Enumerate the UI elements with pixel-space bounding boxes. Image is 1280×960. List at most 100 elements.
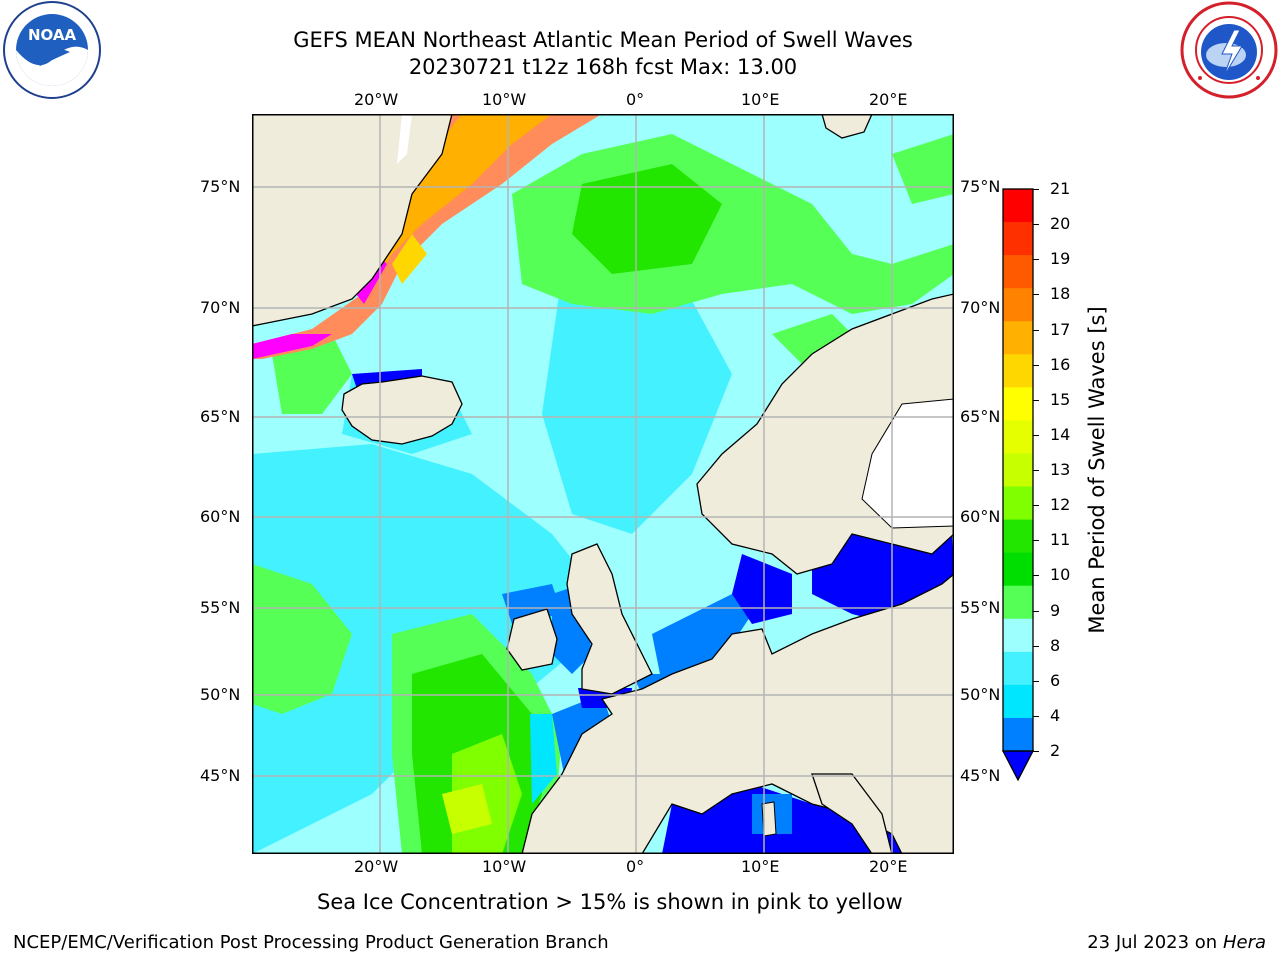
colorbar-swatch (1003, 453, 1033, 488)
colorbar-tick-label: 9 (1050, 600, 1061, 620)
colorbar-tick-label: 15 (1050, 389, 1071, 409)
swell-band-4-6 (530, 714, 557, 804)
colorbar-swatch (1003, 651, 1033, 686)
lon-tick-top: 20°E (869, 90, 908, 109)
footer-date: 23 Jul 2023 on Hera (1087, 932, 1266, 953)
colorbar-tick-label: 20 (1050, 214, 1071, 234)
land-svalbard (821, 114, 873, 139)
colorbar-tick-label: 18 (1050, 284, 1071, 304)
colorbar-swatch (1003, 684, 1033, 719)
colorbar-tick-label: 12 (1050, 495, 1071, 515)
colorbar-swatch (1003, 618, 1033, 653)
swell-band-2-4 (652, 594, 752, 684)
lon-tick-top: 0° (626, 90, 645, 109)
sea-ice-zone (392, 234, 427, 284)
lon-tick-bottom: 20°E (869, 857, 908, 876)
lat-tick-right: 55°N (960, 598, 1001, 617)
nws-logo-icon (1180, 1, 1278, 99)
swell-period-map (252, 114, 954, 854)
lat-tick-right: 50°N (960, 685, 1001, 704)
footer-date-text: 23 Jul 2023 on (1087, 932, 1223, 953)
swell-band-12-13 (442, 784, 492, 834)
colorbar-tick-mark (1033, 294, 1039, 296)
colorbar-swatch (1003, 354, 1033, 388)
lat-tick-right: 65°N (960, 407, 1001, 426)
sea-ice-note: Sea Ice Concentration > 15% is shown in … (317, 890, 903, 914)
footer-credit: NCEP/EMC/Verification Post Processing Pr… (13, 932, 609, 953)
colorbar-tick-mark (1033, 715, 1039, 717)
colorbar-tick-label: 13 (1050, 460, 1071, 479)
lon-tick-bottom: 10°W (482, 857, 527, 876)
sea-ice-zone (252, 114, 602, 359)
land-iceland (341, 375, 463, 445)
noaa-logo-text: NOAA (28, 26, 77, 44)
colorbar-tick-mark (1033, 364, 1039, 366)
colorbar-tick-mark (1033, 680, 1039, 682)
lat-tick-left: 45°N (200, 766, 241, 785)
colorbar (1001, 188, 1035, 782)
lat-tick-right: 45°N (960, 766, 1001, 785)
lon-tick-top: 10°E (741, 90, 780, 109)
colorbar-tick-label: 6 (1050, 670, 1061, 690)
land-great-britain (566, 543, 653, 695)
lat-tick-left: 50°N (200, 685, 241, 704)
land-italy (811, 773, 893, 854)
colorbar-tick-label: 16 (1050, 354, 1071, 374)
colorbar-extend-arrow (1001, 750, 1035, 782)
colorbar-tick-label: 14 (1050, 424, 1071, 444)
colorbar-tick-mark (1033, 645, 1039, 647)
colorbar-swatch (1003, 420, 1033, 454)
lon-tick-bottom: 0° (626, 857, 645, 876)
lon-tick-top: 10°W (482, 90, 527, 109)
ice-sheet (397, 114, 412, 164)
swell-band-below-2 (732, 554, 792, 624)
sea-ice-zone (252, 334, 332, 359)
colorbar-tick-label: 17 (1050, 319, 1071, 339)
colorbar-swatch (1003, 255, 1033, 289)
colorbar-tick-mark (1033, 259, 1039, 261)
colorbar-tick-mark (1033, 540, 1039, 542)
colorbar-swatch (1003, 519, 1033, 554)
colorbar-tick-mark (1033, 189, 1039, 190)
lat-tick-left: 75°N (200, 177, 241, 196)
lat-tick-left: 70°N (200, 298, 241, 317)
lat-tick-left: 65°N (200, 407, 241, 426)
colorbar-tick-mark (1033, 224, 1039, 226)
colorbar-swatch (1003, 585, 1033, 620)
colorbar-swatch (1003, 288, 1033, 322)
swell-band-6-8 (542, 264, 732, 534)
colorbar-tick-label: 10 (1050, 565, 1071, 585)
swell-band-10-11 (572, 164, 722, 274)
footer-host: Hera (1222, 932, 1266, 953)
colorbar-swatch (1003, 222, 1033, 256)
colorbar-tick-mark (1033, 399, 1039, 401)
noaa-logo-icon: NOAA (3, 1, 101, 99)
lat-tick-left: 60°N (200, 507, 241, 526)
lat-tick-left: 55°N (200, 598, 241, 617)
colorbar-swatch (1003, 387, 1033, 421)
colorbar-swatch (1003, 717, 1033, 752)
colorbar-tick-label: 2 (1050, 741, 1061, 760)
colorbar-swatch (1003, 486, 1033, 521)
swell-band-9-10 (252, 564, 352, 714)
colorbar-swatch (1003, 321, 1033, 355)
colorbar-tick-mark (1033, 610, 1039, 612)
colorbar-tick-label: 19 (1050, 249, 1071, 269)
land-ireland (506, 608, 558, 671)
colorbar-tick-label: 21 (1050, 179, 1071, 198)
colorbar-swatch (1003, 552, 1033, 587)
colorbar-tick-label: 8 (1050, 635, 1061, 655)
swell-band-9-10 (272, 334, 352, 414)
lon-tick-top: 20°W (354, 90, 399, 109)
chart-title: GEFS MEAN Northeast Atlantic Mean Period… (293, 28, 913, 52)
colorbar-tick-label: 11 (1050, 530, 1071, 550)
colorbar-title: Mean Period of Swell Waves [s] (1085, 306, 1109, 634)
lon-tick-bottom: 10°E (741, 857, 780, 876)
colorbar-tick-mark (1033, 751, 1039, 752)
colorbar-tick-mark (1033, 470, 1039, 471)
colorbar-tick-mark (1033, 329, 1039, 331)
colorbar-tick-mark (1033, 575, 1039, 577)
lon-tick-bottom: 20°W (354, 857, 399, 876)
colorbar-swatch (1003, 189, 1033, 223)
chart-subtitle: 20230721 t12z 168h fcst Max: 13.00 (408, 55, 798, 79)
